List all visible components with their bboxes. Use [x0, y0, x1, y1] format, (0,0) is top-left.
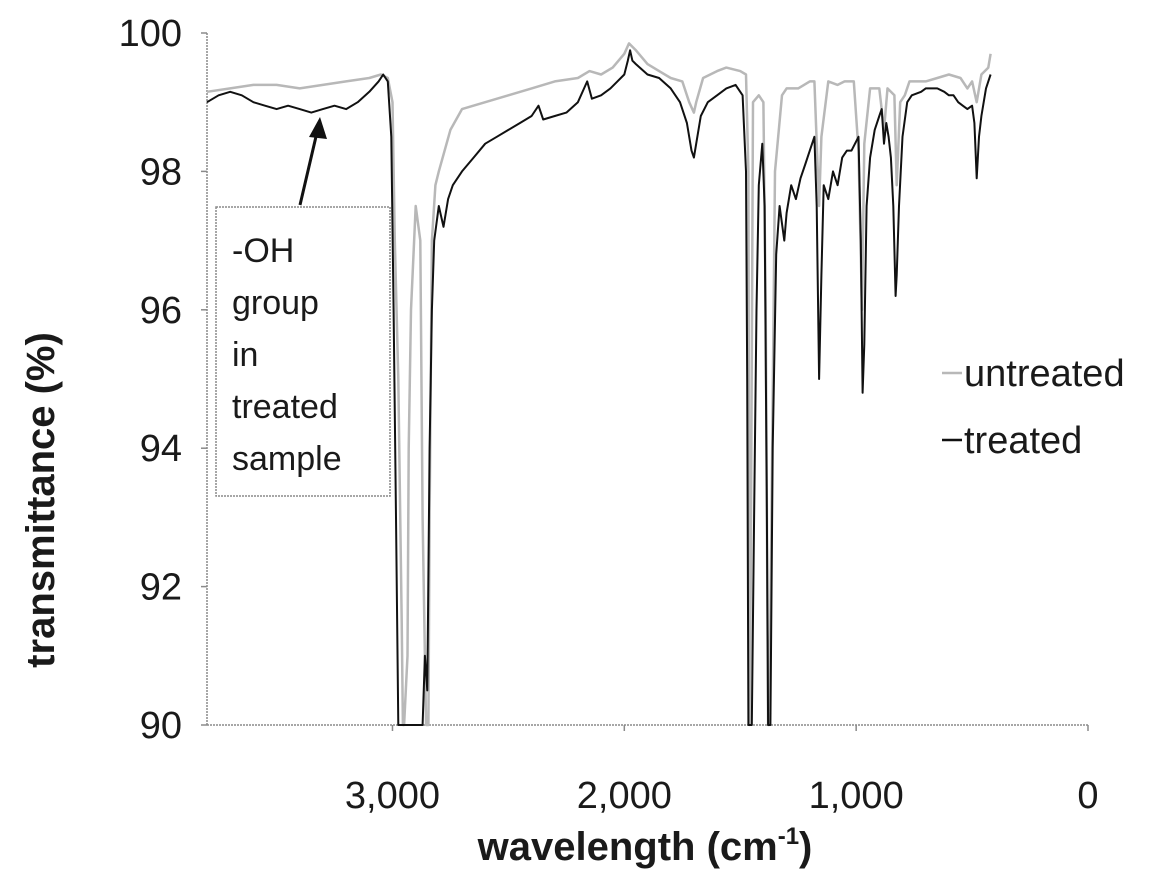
x-tick-label: 2,000: [577, 775, 672, 817]
legend: untreated treated: [942, 353, 1125, 462]
plot-axes: [206, 33, 1088, 726]
y-axis-ticks: 90 92 94 96 98 100: [119, 13, 207, 747]
x-axis-title: wavelength (cm-1): [477, 823, 813, 869]
annotation-arrow-head: [309, 117, 327, 139]
x-axis-ticks: 3,000 2,000 1,000 0: [345, 725, 1099, 817]
x-axis-title-close: ): [799, 825, 812, 869]
annotation-line-4: treated: [232, 388, 338, 426]
y-axis-title: transmittance (%): [19, 332, 63, 668]
y-tick-label: 96: [140, 290, 182, 332]
legend-label-treated: treated: [964, 420, 1082, 462]
x-tick-label: 0: [1077, 775, 1098, 817]
y-tick-label: 98: [140, 151, 182, 193]
series-group: [206, 42, 992, 727]
x-axis-title-superscript: -1: [778, 823, 799, 850]
y-tick-label: 100: [119, 13, 182, 55]
x-tick-label: 1,000: [809, 775, 904, 817]
x-axis-title-main: wavelength (cm: [477, 825, 778, 869]
legend-label-untreated: untreated: [964, 353, 1125, 395]
annotation-box: [215, 206, 391, 497]
y-tick-label: 90: [140, 705, 182, 747]
x-tick-label: 3,000: [345, 775, 440, 817]
y-tick-label: 94: [140, 428, 182, 470]
annotation: -OH group in treated sample: [215, 117, 391, 497]
series-line-treated: [206, 49, 992, 726]
annotation-line-5: sample: [232, 440, 342, 478]
y-tick-label: 92: [140, 567, 182, 609]
annotation-line-1: -OH: [232, 232, 294, 270]
annotation-arrow-shaft: [298, 127, 320, 206]
annotation-line-2: group: [232, 284, 319, 322]
annotation-line-3: in: [232, 336, 258, 374]
